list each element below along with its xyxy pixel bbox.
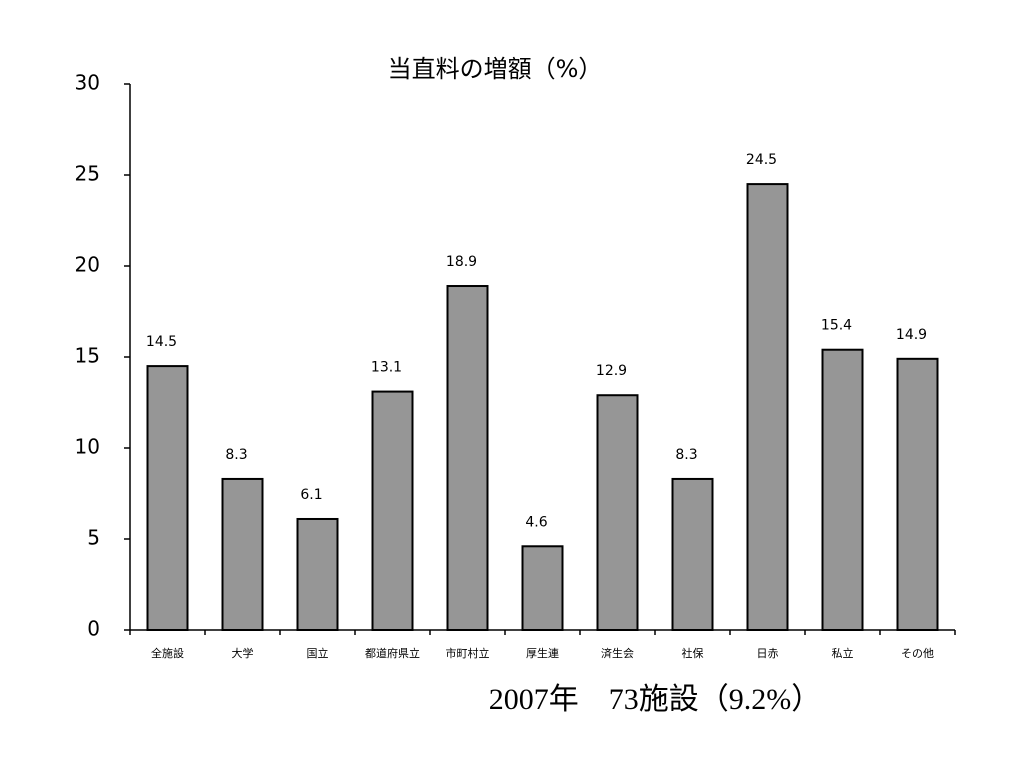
x-tick-label: 全施設	[151, 646, 184, 660]
y-tick-label: 20	[75, 253, 100, 277]
annotation: 2007年 73施設（9.2%）	[489, 683, 822, 716]
x-tick-label: 日赤	[757, 647, 779, 660]
bar	[521, 545, 564, 632]
bar	[821, 348, 864, 631]
value-label: 24.5	[746, 152, 777, 168]
y-tick-label: 30	[75, 71, 100, 95]
value-label: 14.5	[146, 334, 177, 350]
x-tick-label: 市町村立	[446, 646, 490, 660]
x-tick-label: 大学	[232, 646, 254, 660]
y-tick-label: 15	[75, 344, 100, 368]
x-tick-label: 厚生連	[526, 646, 559, 660]
y-tick-label: 0	[87, 617, 100, 641]
value-label: 8.3	[225, 447, 247, 463]
bar	[371, 390, 414, 631]
value-label: 15.4	[821, 318, 852, 334]
x-tick-label: 済生会	[601, 646, 634, 660]
x-tick-label: 私立	[832, 646, 854, 660]
value-label: 13.1	[371, 360, 402, 376]
y-tick-label: 10	[75, 435, 100, 459]
y-tick-label: 5	[87, 526, 100, 550]
value-label: 12.9	[596, 363, 627, 379]
bar	[746, 183, 789, 631]
bar	[446, 285, 489, 631]
x-tick-label: その他	[901, 647, 934, 660]
bar	[671, 477, 714, 631]
value-label: 14.9	[896, 327, 927, 343]
value-label: 6.1	[300, 487, 322, 503]
y-tick-label: 25	[75, 162, 100, 186]
bar	[296, 517, 339, 631]
bar	[146, 365, 189, 631]
x-tick-label: 国立	[307, 646, 329, 660]
x-tick-label: 社保	[682, 646, 704, 660]
bar	[596, 394, 639, 631]
x-tick-label: 都道府県立	[365, 646, 420, 660]
bar	[221, 477, 264, 631]
value-label: 4.6	[525, 514, 547, 530]
chart-title: 当直料の増額（%）	[388, 55, 603, 83]
value-label: 8.3	[675, 447, 697, 463]
bar	[896, 357, 939, 631]
value-label: 18.9	[446, 254, 477, 270]
